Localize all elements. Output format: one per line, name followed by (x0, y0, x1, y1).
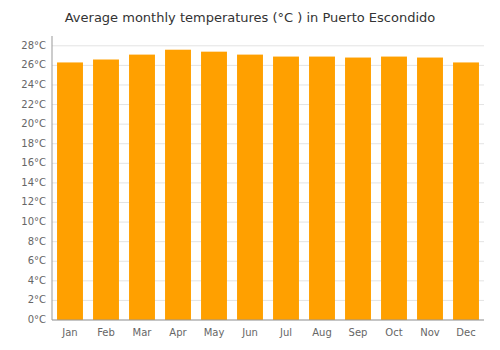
y-tick-label: 28°C (21, 40, 46, 51)
y-tick-label: 12°C (21, 196, 46, 207)
bar (165, 50, 191, 320)
y-axis-line (52, 36, 53, 320)
y-ticks: 0°C 2°C 4°C 6°C 8°C 10°C 12°C 14°C 16°C 18°C 20°C 2… (21, 40, 46, 325)
y-tick-label: 8°C (28, 236, 46, 247)
grid-line (52, 45, 484, 46)
bar (273, 57, 299, 320)
y-tick-label: 26°C (21, 59, 46, 70)
x-tick-label: Jan (61, 327, 77, 338)
x-tick-label: Feb (97, 327, 115, 338)
bar (57, 62, 83, 320)
y-tick-label: 16°C (21, 157, 46, 168)
bar (201, 52, 227, 320)
bars (57, 50, 479, 320)
x-tick-label: May (204, 327, 225, 338)
x-tick-label: Aug (312, 327, 332, 338)
x-tick-label: Oct (385, 327, 402, 338)
x-tick-label: Apr (169, 327, 187, 338)
y-tick-label: 4°C (28, 275, 46, 286)
chart-svg: 0°C 2°C 4°C 6°C 8°C 10°C 12°C 14°C 16°C 18°C 20°C 2… (0, 0, 500, 350)
y-tick-label: 10°C (21, 216, 46, 227)
x-tick-label: Jul (279, 327, 292, 338)
y-tick-label: 22°C (21, 99, 46, 110)
bar (417, 58, 443, 320)
bar (453, 62, 479, 320)
x-axis-line (52, 320, 484, 321)
grid (52, 46, 484, 320)
grid-line (52, 320, 484, 321)
x-tick-label: Mar (133, 327, 153, 338)
y-tick-label: 0°C (28, 314, 46, 325)
title: Average monthly temperatures (°C ) in Pu… (65, 10, 436, 25)
x-ticks: Jan Feb Mar Apr May Jun Jul Aug Sep Oct Nov Dec (61, 327, 475, 338)
y-tick-label: 20°C (21, 118, 46, 129)
chart-container: 0°C 2°C 4°C 6°C 8°C 10°C 12°C 14°C 16°C 18°C 20°C 2… (0, 0, 500, 350)
x-tick-label: Jun (241, 327, 258, 338)
bar (237, 55, 263, 320)
x-tick-label: Sep (349, 327, 368, 338)
bar (381, 57, 407, 320)
x-tick-label: Nov (420, 327, 440, 338)
y-tick-label: 18°C (21, 138, 46, 149)
y-tick-label: 6°C (28, 255, 46, 266)
bar (345, 58, 371, 320)
y-tick-label: 14°C (21, 177, 46, 188)
bar (129, 55, 155, 320)
bar (309, 57, 335, 320)
y-tick-label: 24°C (21, 79, 46, 90)
bar (93, 60, 119, 320)
x-tick-label: Dec (456, 327, 475, 338)
y-tick-label: 2°C (28, 294, 46, 305)
